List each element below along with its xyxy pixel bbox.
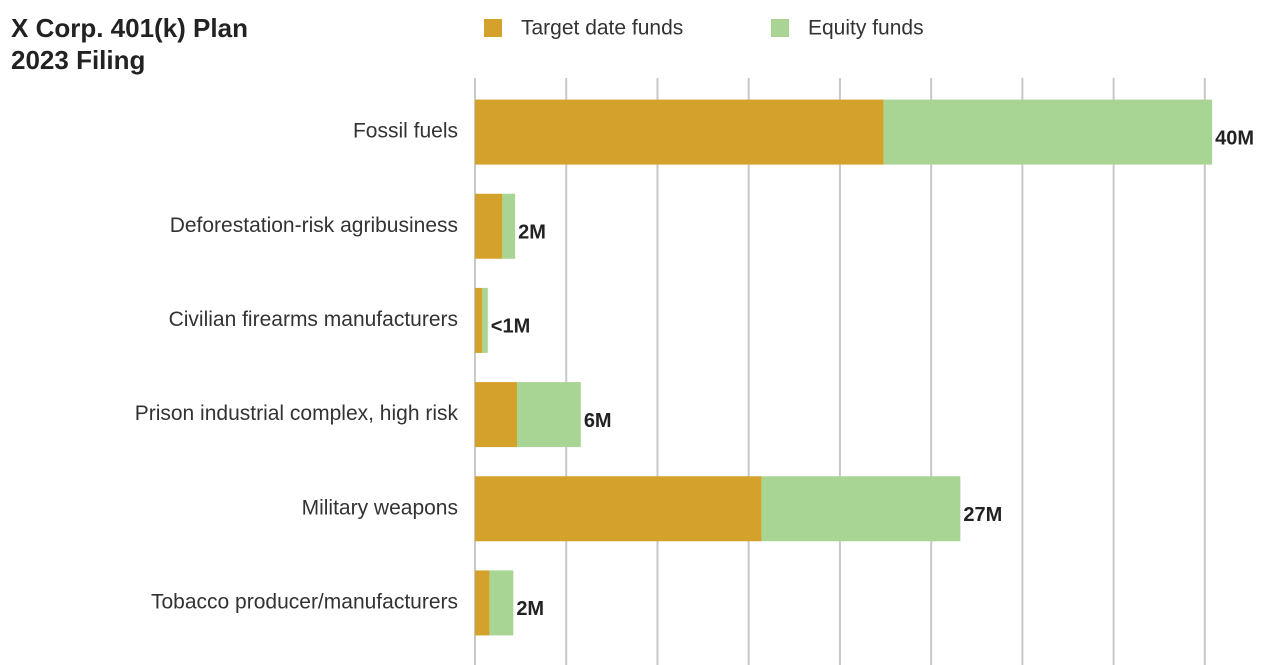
bar-segment [475, 570, 490, 636]
value-label: 2M [518, 222, 546, 244]
value-label: 2M [516, 598, 544, 620]
value-label: 6M [584, 410, 612, 432]
y-tick-label: Military weapons [302, 496, 458, 519]
bar-segment [475, 287, 483, 353]
bar-segment [475, 382, 517, 448]
bar-segment [482, 287, 488, 353]
bar-segment [883, 99, 1213, 165]
value-label: 27M [963, 504, 1002, 526]
bar-segment [475, 476, 762, 542]
bar-segment [475, 99, 884, 165]
bar-segment [489, 570, 514, 636]
y-tick-label: Deforestation-risk agribusiness [170, 214, 458, 237]
y-tick-label: Tobacco producer/manufacturers [151, 590, 458, 613]
legend-swatch [484, 19, 502, 37]
bar-segment [502, 193, 516, 259]
value-label: <1M [491, 316, 530, 338]
y-tick-label: Civilian firearms manufacturers [169, 308, 458, 331]
legend-label: Equity funds [808, 17, 924, 40]
chart-title: X Corp. 401(k) Plan 2023 Filing [11, 13, 248, 75]
bar-segment [761, 476, 961, 542]
value-label: 40M [1215, 127, 1254, 149]
legend-swatch [771, 19, 789, 37]
bar-segment [516, 382, 581, 448]
y-tick-label: Fossil fuels [353, 120, 458, 143]
legend-label: Target date funds [521, 17, 683, 40]
y-tick-label: Prison industrial complex, high risk [135, 402, 459, 425]
bar-segment [475, 193, 503, 259]
